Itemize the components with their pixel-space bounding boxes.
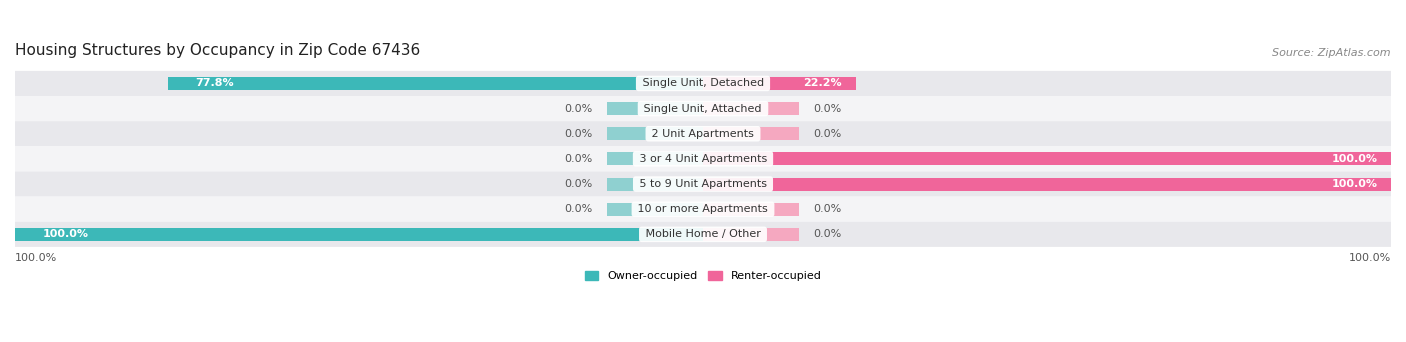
Text: 0.0%: 0.0% bbox=[565, 154, 593, 164]
Bar bbox=[703, 203, 800, 216]
Bar bbox=[703, 228, 800, 241]
Bar bbox=[703, 102, 800, 115]
Text: 10 or more Apartments: 10 or more Apartments bbox=[634, 204, 772, 214]
Bar bbox=[606, 102, 703, 115]
Bar bbox=[606, 203, 703, 216]
FancyBboxPatch shape bbox=[1, 96, 1405, 121]
Text: 0.0%: 0.0% bbox=[813, 129, 841, 139]
FancyBboxPatch shape bbox=[1, 121, 1405, 146]
FancyBboxPatch shape bbox=[1, 197, 1405, 222]
Text: 0.0%: 0.0% bbox=[813, 204, 841, 214]
Text: 77.8%: 77.8% bbox=[195, 78, 233, 89]
Text: 5 to 9 Unit Apartments: 5 to 9 Unit Apartments bbox=[636, 179, 770, 189]
Bar bbox=[606, 152, 703, 166]
Text: Single Unit, Detached: Single Unit, Detached bbox=[638, 78, 768, 89]
Text: 100.0%: 100.0% bbox=[1331, 179, 1378, 189]
Text: 0.0%: 0.0% bbox=[813, 229, 841, 239]
FancyBboxPatch shape bbox=[1, 222, 1405, 247]
Text: 100.0%: 100.0% bbox=[1331, 154, 1378, 164]
Bar bbox=[15, 228, 703, 241]
Text: 100.0%: 100.0% bbox=[15, 253, 58, 263]
FancyBboxPatch shape bbox=[1, 171, 1405, 197]
Text: 0.0%: 0.0% bbox=[813, 104, 841, 114]
Text: Mobile Home / Other: Mobile Home / Other bbox=[641, 229, 765, 239]
Text: 0.0%: 0.0% bbox=[565, 179, 593, 189]
Legend: Owner-occupied, Renter-occupied: Owner-occupied, Renter-occupied bbox=[581, 266, 825, 286]
Bar bbox=[167, 77, 703, 90]
Text: 0.0%: 0.0% bbox=[565, 204, 593, 214]
Text: 3 or 4 Unit Apartments: 3 or 4 Unit Apartments bbox=[636, 154, 770, 164]
Text: Single Unit, Attached: Single Unit, Attached bbox=[641, 104, 765, 114]
Bar bbox=[703, 152, 1391, 166]
Bar bbox=[606, 127, 703, 140]
Bar bbox=[703, 127, 800, 140]
Text: 0.0%: 0.0% bbox=[565, 104, 593, 114]
Bar bbox=[703, 77, 856, 90]
Text: 0.0%: 0.0% bbox=[565, 129, 593, 139]
Text: 100.0%: 100.0% bbox=[1348, 253, 1391, 263]
Text: Housing Structures by Occupancy in Zip Code 67436: Housing Structures by Occupancy in Zip C… bbox=[15, 43, 420, 58]
FancyBboxPatch shape bbox=[1, 71, 1405, 96]
Bar bbox=[703, 177, 1391, 190]
Bar bbox=[606, 177, 703, 190]
Text: Source: ZipAtlas.com: Source: ZipAtlas.com bbox=[1272, 48, 1391, 58]
Text: 22.2%: 22.2% bbox=[803, 78, 842, 89]
FancyBboxPatch shape bbox=[1, 146, 1405, 171]
Text: 2 Unit Apartments: 2 Unit Apartments bbox=[648, 129, 758, 139]
Text: 100.0%: 100.0% bbox=[42, 229, 89, 239]
